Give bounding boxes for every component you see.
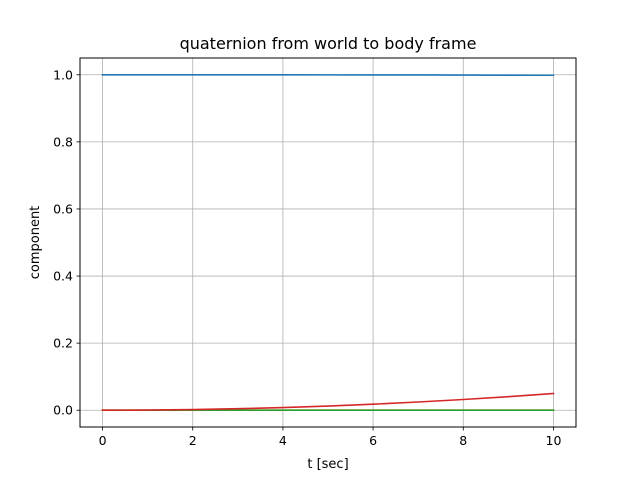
x-tick-label: 4 — [279, 433, 287, 448]
y-tick-label: 0.0 — [53, 403, 73, 418]
y-tick-label: 0.6 — [53, 201, 73, 216]
y-tick-label: 0.8 — [53, 134, 73, 149]
x-tick-label: 10 — [546, 433, 562, 448]
series-line-4 — [101, 392, 555, 412]
x-tick-label: 8 — [459, 433, 467, 448]
y-tick-label: 0.4 — [53, 269, 73, 284]
y-axis-label: component — [28, 206, 43, 280]
y-tick-label: 0.2 — [53, 336, 73, 351]
series-layer — [101, 73, 555, 412]
x-tick-label: 6 — [369, 433, 377, 448]
x-tick-label: 0 — [99, 433, 107, 448]
x-tick-label: 2 — [189, 433, 197, 448]
ticks: 0 2 4 6 8 10 0.0 0.2 0.4 0.6 0.8 1.0 — [53, 67, 561, 448]
chart-title: quaternion from world to body frame — [180, 34, 477, 53]
x-axis-label: t [sec] — [307, 457, 348, 472]
y-tick-label: 1.0 — [53, 67, 73, 82]
plot-frame — [79, 57, 577, 428]
